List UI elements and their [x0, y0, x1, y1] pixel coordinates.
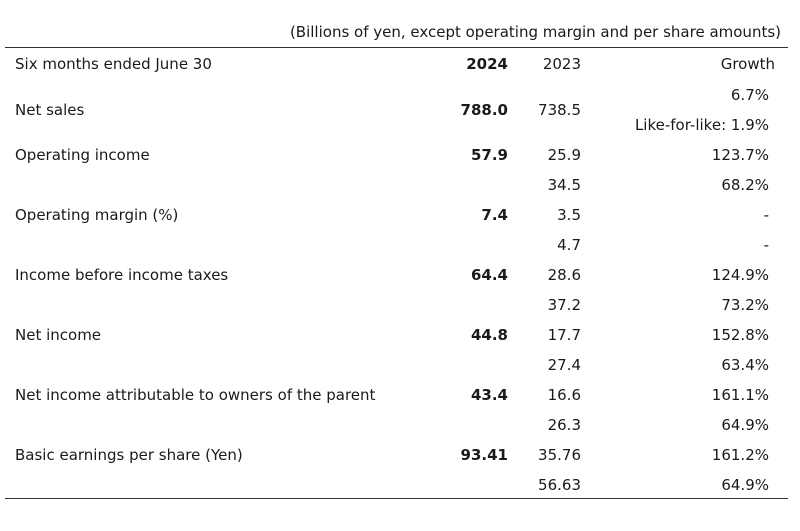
current-value: 44.8 [470, 326, 508, 344]
growth-value: - [763, 236, 769, 254]
growth-value: 68.2% [721, 176, 769, 194]
row-label: Operating margin (%) [15, 206, 179, 224]
prior-value: 35.76 [538, 446, 581, 464]
prior-value: 28.6 [547, 266, 581, 284]
growth-value: 6.7% [730, 86, 769, 104]
growth-value: 63.4% [721, 356, 769, 374]
units-note: (Billions of yen, except operating margi… [289, 23, 781, 41]
prior-value: 3.5 [557, 206, 581, 224]
current-value: 43.4 [470, 386, 508, 404]
prior-value: 56.63 [538, 476, 581, 494]
current-value: 7.4 [481, 206, 508, 224]
current-value: 788.0 [460, 101, 508, 119]
prior-value: 16.6 [547, 386, 581, 404]
current-value: 57.9 [470, 146, 508, 164]
row-label: Basic earnings per share (Yen) [15, 446, 243, 464]
current-value: 64.4 [470, 266, 508, 284]
current-value: 93.41 [460, 446, 508, 464]
prior-value: 27.4 [547, 356, 581, 374]
growth-value: 124.9% [711, 266, 769, 284]
row-label: Income before income taxes [15, 266, 229, 284]
prior-value: 17.7 [547, 326, 581, 344]
like-for-like-growth: Like-for-like: 1.9% [634, 116, 769, 134]
prior-value: 26.3 [547, 416, 581, 434]
row-label: Net income attributable to owners of the… [15, 386, 376, 404]
growth-value: 73.2% [721, 296, 769, 314]
row-label: Net income [15, 326, 102, 344]
prior-value: 34.5 [547, 176, 581, 194]
growth-value: 64.9% [721, 416, 769, 434]
prior-value: 25.9 [547, 146, 581, 164]
current-year-header: 2024 [466, 55, 508, 73]
top-rule [5, 47, 788, 48]
growth-value: 161.1% [711, 386, 769, 404]
growth-value: - [763, 206, 769, 224]
prior-value: 37.2 [547, 296, 581, 314]
growth-value: 64.9% [721, 476, 769, 494]
row-label: Operating income [15, 146, 150, 164]
bottom-rule [5, 498, 788, 499]
growth-value: 123.7% [711, 146, 769, 164]
growth-value: 161.2% [711, 446, 769, 464]
row-label: Net sales [15, 101, 85, 119]
period-header: Six months ended June 30 [15, 55, 212, 73]
prior-value: 738.5 [538, 101, 581, 119]
growth-header: Growth [720, 55, 775, 73]
growth-value: 152.8% [711, 326, 769, 344]
prior-value: 4.7 [557, 236, 581, 254]
prior-year-header: 2023 [542, 55, 581, 73]
